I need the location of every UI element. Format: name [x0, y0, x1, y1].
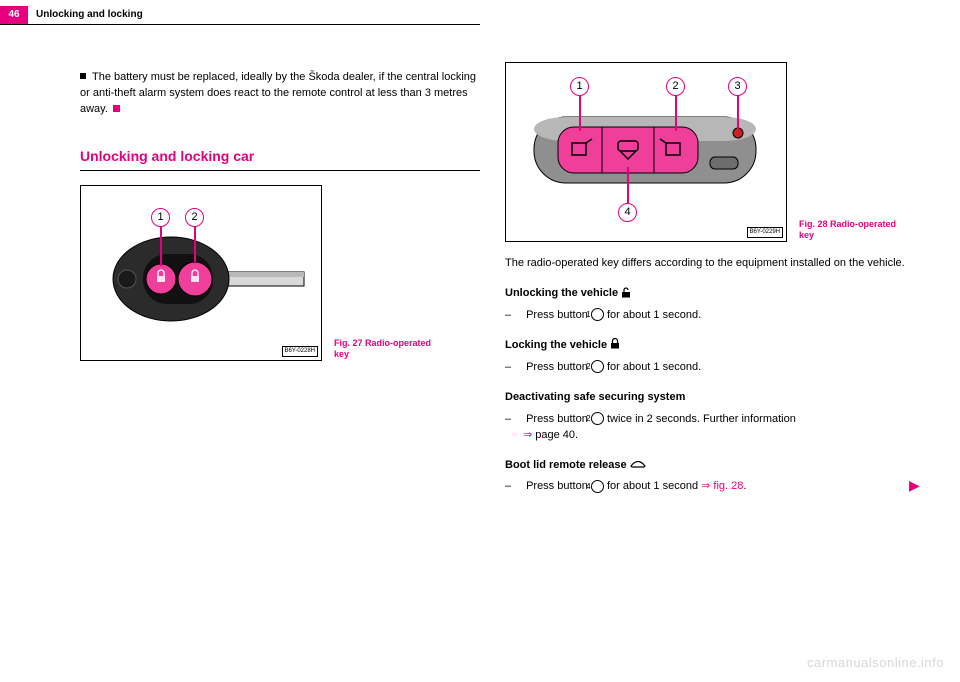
- figure-28-caption: Fig. 28 Radio-operated key: [799, 219, 899, 242]
- header-section-title: Unlocking and locking: [36, 6, 143, 24]
- figure-28-row: 1 2 3 4 B6Y-0229H Fig. 28 Radio-operated…: [505, 62, 905, 242]
- leader-line: [627, 167, 629, 205]
- boot-heading-text: Boot lid remote release: [505, 459, 627, 471]
- press-button-text: Press button: [526, 361, 591, 373]
- figure-27: 1 2 B6Y-0228H: [80, 185, 322, 361]
- press-button-text: Press button: [526, 413, 591, 425]
- page-number-tab: 46: [0, 6, 28, 24]
- unlock-icon: [621, 287, 631, 298]
- battery-note: The battery must be replaced, ideally by…: [80, 70, 480, 118]
- deactivate-step-b: page 40.: [535, 429, 578, 441]
- header-rule: [0, 24, 480, 25]
- callout-1: 1: [570, 77, 589, 96]
- deactivate-heading: Deactivating safe securing system: [505, 390, 905, 406]
- leader-line: [675, 95, 677, 131]
- boot-step-tail: for about 1 second: [604, 480, 701, 492]
- leader-line: [737, 95, 739, 129]
- unlock-heading: Unlocking the vehicle: [505, 286, 905, 302]
- callout-3: 3: [728, 77, 747, 96]
- boot-heading: Boot lid remote release: [505, 458, 905, 474]
- end-of-section-icon: [113, 105, 120, 112]
- figure-27-caption: Fig. 27 Radio-operated key: [334, 338, 434, 361]
- figure-27-id: B6Y-0228H: [282, 346, 318, 357]
- lock-heading-text: Locking the vehicle: [505, 339, 607, 351]
- press-button-text: Press button: [526, 309, 591, 321]
- leader-line: [579, 95, 581, 131]
- inline-callout-2: 2: [591, 412, 604, 425]
- unlock-heading-text: Unlocking the vehicle: [505, 287, 618, 299]
- unlock-step-tail: for about 1 second.: [604, 309, 701, 321]
- press-button-text: Press button: [526, 480, 591, 492]
- bullet-icon: [80, 73, 86, 79]
- unlock-step: Press button 1 for about 1 second.: [505, 308, 905, 324]
- section-title: Unlocking and locking car: [80, 146, 480, 166]
- watermark: carmanualsonline.info: [807, 655, 944, 670]
- callout-1: 1: [151, 208, 170, 227]
- arrow-link-icon: ⇒: [523, 429, 535, 441]
- callout-4: 4: [618, 203, 637, 222]
- intro-text: The radio-operated key differs according…: [505, 256, 905, 272]
- figure-28-id: B6Y-0229H: [747, 227, 783, 238]
- figure-28: 1 2 3 4 B6Y-0229H: [505, 62, 787, 242]
- battery-note-text: The battery must be replaced, ideally by…: [80, 71, 476, 115]
- figure-27-row: 1 2 B6Y-0228H Fig. 27 Radio-operated key: [80, 185, 480, 361]
- inline-callout-4: 4: [591, 480, 604, 493]
- right-column: 1 2 3 4 B6Y-0229H Fig. 28 Radio-operated…: [505, 62, 905, 495]
- inline-callout-1: 1: [591, 308, 604, 321]
- inline-callout-2: 2: [591, 360, 604, 373]
- leader-line: [160, 226, 162, 266]
- lock-heading: Locking the vehicle: [505, 338, 905, 354]
- deactivate-step: Press button 2 twice in 2 seconds. Furth…: [505, 412, 905, 444]
- callout-2: 2: [185, 208, 204, 227]
- fig-ref-link: ⇒ fig. 28: [701, 480, 743, 492]
- deactivate-step-a: twice in 2 seconds. Further information: [604, 413, 796, 425]
- left-column: The battery must be replaced, ideally by…: [80, 70, 480, 375]
- boot-step: Press button 4 for about 1 second ⇒ fig.…: [505, 479, 905, 495]
- lock-step-tail: for about 1 second.: [604, 361, 701, 373]
- callout-2: 2: [666, 77, 685, 96]
- lock-icon: [610, 338, 620, 349]
- boot-icon: [630, 459, 646, 468]
- lock-step: Press button 2 for about 1 second.: [505, 360, 905, 376]
- leader-line: [194, 226, 196, 262]
- section-title-rule: [80, 170, 480, 171]
